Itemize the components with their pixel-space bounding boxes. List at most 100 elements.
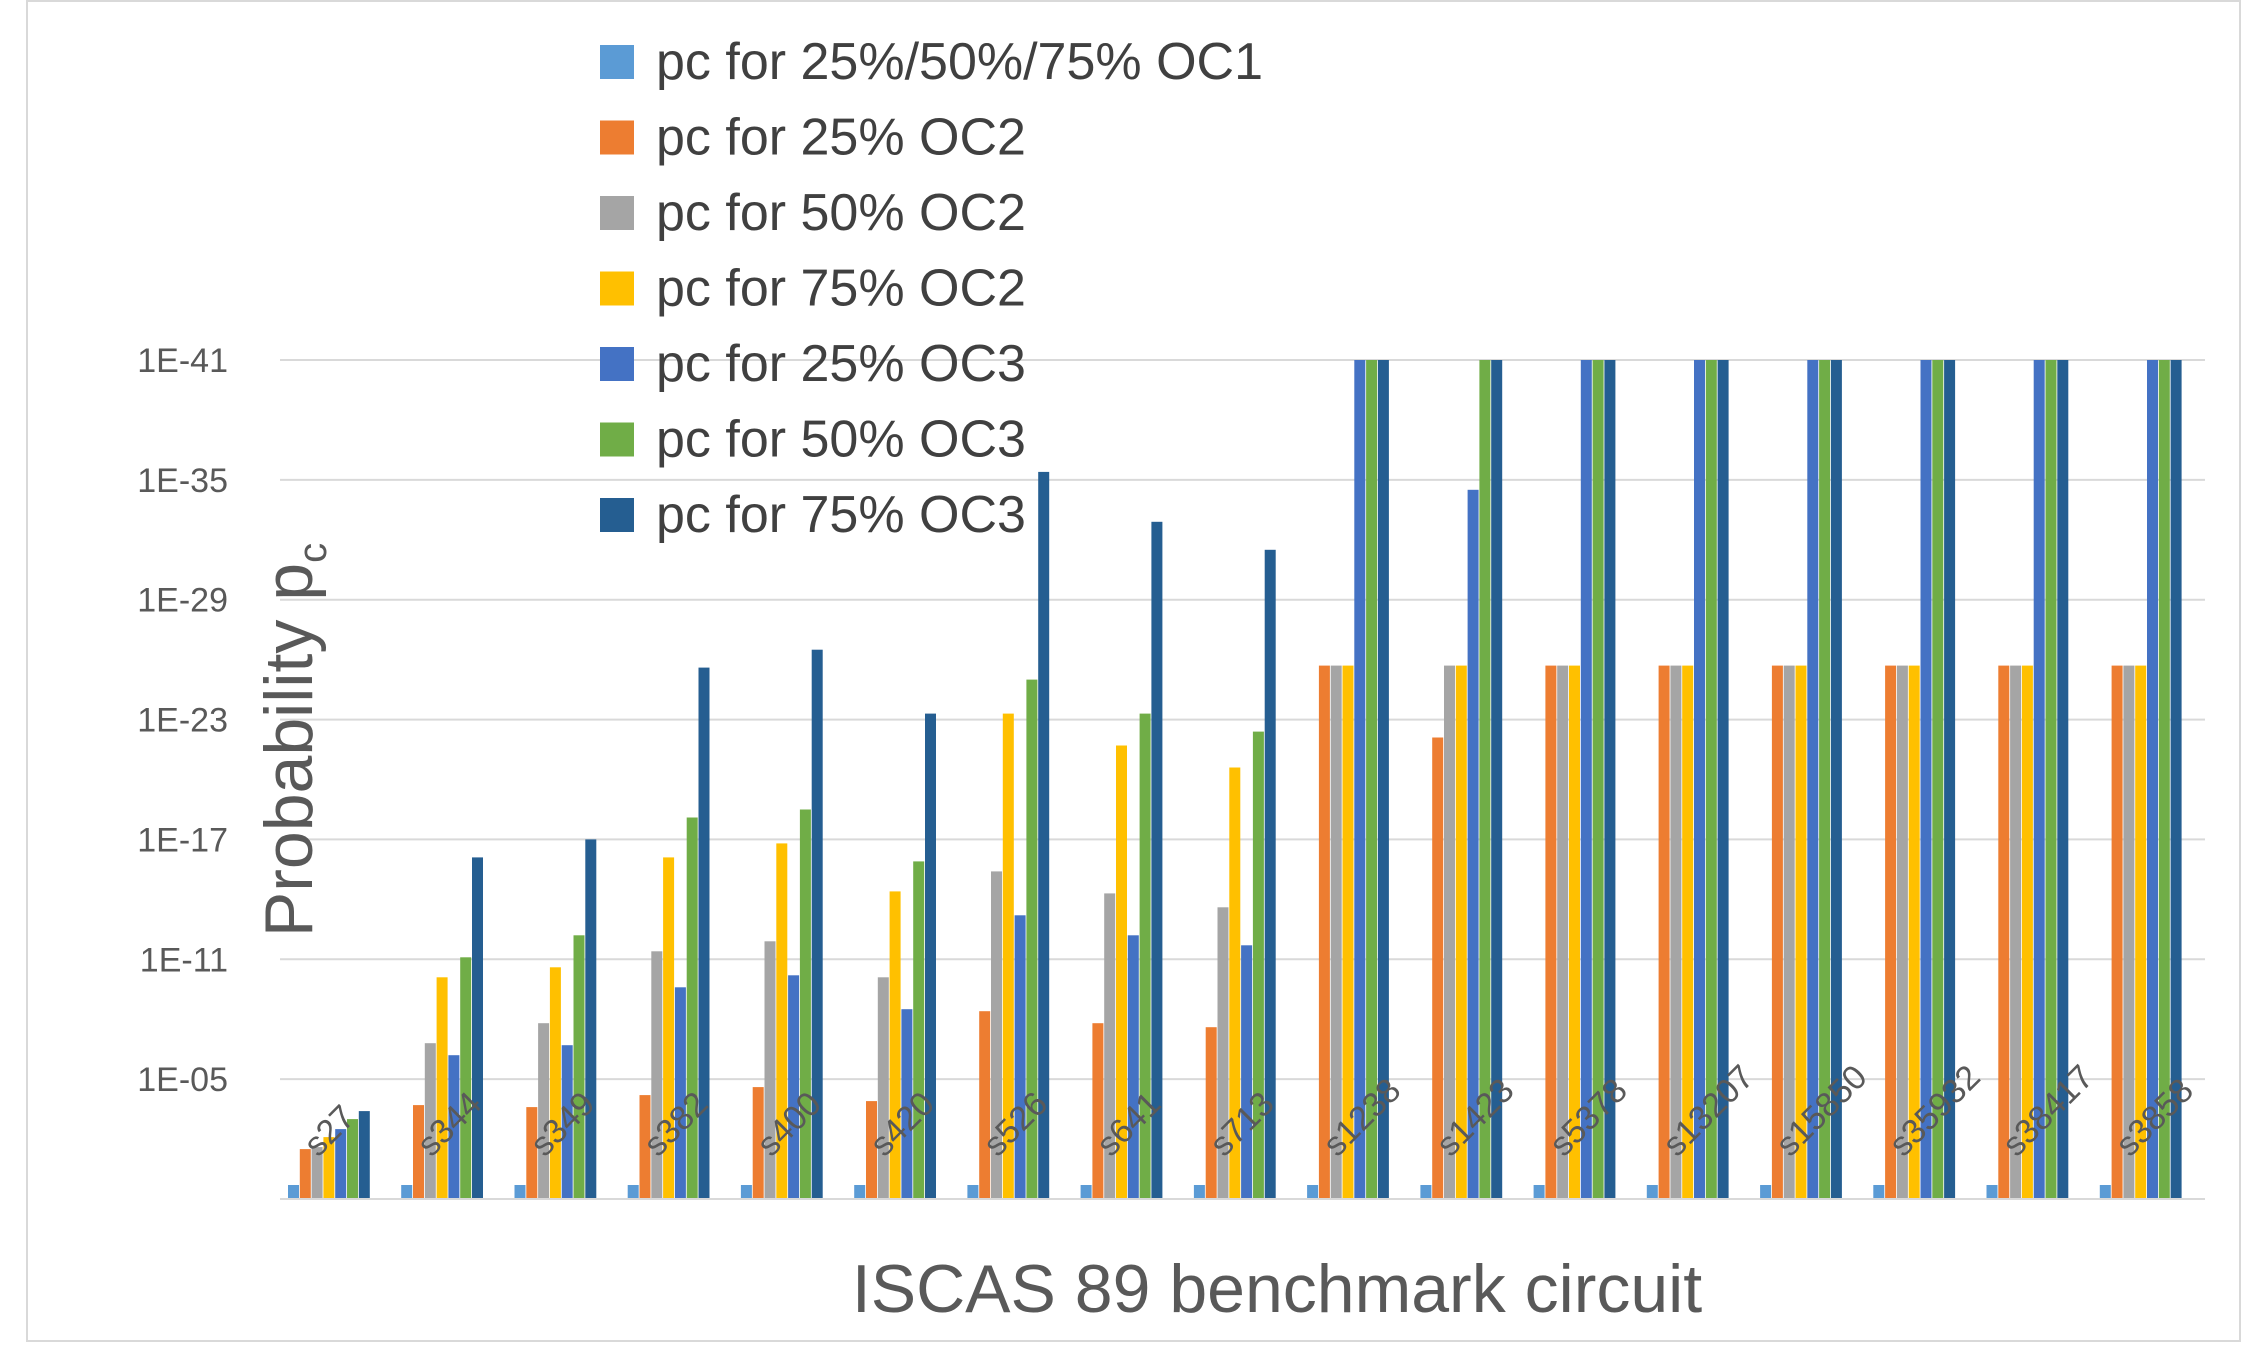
bar-s5378-series-4 — [1569, 665, 1580, 1199]
bar-s349-series-2 — [526, 1107, 538, 1199]
bar-s5378-series-7 — [1604, 360, 1616, 1199]
bar-s38584-series-2 — [2111, 665, 2123, 1199]
bar-s38417-series-1 — [1986, 1185, 1998, 1199]
bar-s349-series-7 — [585, 839, 597, 1199]
legend: pc for 25%/50%/75% OC1 pc for 25% OC2 pc f… — [600, 33, 1263, 544]
bar-s420-series-1 — [854, 1185, 866, 1199]
bar-s13207-series-7 — [1717, 360, 1729, 1199]
legend-label: pc for 25%/50%/75% OC1 — [656, 33, 1263, 91]
y-tick-label: 1E-29 — [137, 582, 228, 620]
legend-swatch — [600, 271, 634, 306]
bar-s526-series-5 — [1014, 915, 1026, 1199]
bar-s13207-series-1 — [1646, 1185, 1658, 1199]
bar-s1238-series-5 — [1354, 360, 1366, 1199]
bar-s382-series-1 — [627, 1185, 639, 1199]
y-tick-label: 1E-23 — [137, 702, 228, 740]
legend-label: pc for 25% OC3 — [656, 335, 1026, 393]
bar-s35932-series-2 — [1885, 665, 1897, 1199]
bar-s38417-series-6 — [2045, 360, 2057, 1199]
bar-s344-series-3 — [424, 1043, 436, 1199]
bar-s15850-series-3 — [1783, 665, 1795, 1199]
bar-s713-series-1 — [1193, 1185, 1205, 1199]
bar-s38417-series-3 — [2010, 665, 2022, 1199]
bar-s38584-series-7 — [2170, 360, 2182, 1199]
legend-swatch — [600, 422, 634, 457]
bar-s713-series-6 — [1252, 731, 1264, 1199]
bar-s15850-series-5 — [1807, 360, 1819, 1199]
bar-s526-series-6 — [1026, 679, 1038, 1199]
bar-s1423-series-6 — [1479, 360, 1491, 1199]
bar-s35932-series-1 — [1873, 1185, 1885, 1199]
bar-s13207-series-5 — [1694, 360, 1705, 1199]
bar-s641-series-6 — [1139, 713, 1151, 1199]
bar-s382-series-3 — [651, 951, 663, 1199]
legend-label: pc for 75% OC3 — [656, 486, 1026, 544]
bar-s526-series-7 — [1038, 471, 1050, 1199]
bar-s1423-series-3 — [1444, 665, 1455, 1199]
legend-label: pc for 25% OC2 — [656, 109, 1026, 167]
bar-s349-series-6 — [573, 935, 585, 1199]
gridlines — [280, 359, 2205, 1081]
bar-s420-series-2 — [866, 1101, 877, 1199]
bar-s382-series-2 — [639, 1095, 651, 1199]
bar-s420-series-4 — [889, 891, 901, 1199]
bar-s344-series-1 — [401, 1185, 413, 1199]
bar-s38417-series-4 — [2021, 665, 2033, 1199]
bar-s15850-series-4 — [1795, 665, 1807, 1199]
bar-s349-series-1 — [514, 1185, 526, 1199]
bar-s526-series-3 — [991, 871, 1002, 1199]
svg-text:Probability pc: Probability pc — [251, 543, 335, 937]
bar-s382-series-5 — [674, 987, 686, 1199]
bar-s13207-series-2 — [1658, 665, 1670, 1199]
bar-s420-series-3 — [877, 977, 889, 1199]
bar-s400-series-1 — [740, 1185, 752, 1199]
bar-s400-series-5 — [788, 975, 800, 1199]
bar-s13207-series-3 — [1670, 665, 1682, 1199]
bar-s1423-series-4 — [1455, 665, 1467, 1199]
bar-s713-series-3 — [1217, 907, 1229, 1199]
bar-s382-series-4 — [663, 857, 675, 1199]
bar-s38417-series-2 — [1998, 665, 2010, 1199]
legend-label: pc for 75% OC2 — [656, 260, 1026, 318]
bar-s641-series-1 — [1080, 1185, 1092, 1199]
bar-s420-series-7 — [925, 713, 936, 1199]
bar-s400-series-7 — [811, 649, 823, 1199]
bar-s35932-series-7 — [1944, 360, 1956, 1199]
legend-swatch — [600, 498, 634, 532]
bar-s27-series-6 — [347, 1119, 358, 1199]
bars — [288, 360, 2182, 1199]
bar-s38584-series-1 — [2099, 1185, 2111, 1199]
bar-s713-series-2 — [1205, 1027, 1217, 1199]
bar-s400-series-2 — [752, 1087, 764, 1199]
y-tick-label: 1E-05 — [137, 1061, 228, 1099]
bar-s5378-series-6 — [1592, 360, 1604, 1199]
x-axis-title: ISCAS 89 benchmark circuit — [852, 1251, 1702, 1327]
bar-s38417-series-5 — [2033, 360, 2045, 1199]
bar-s400-series-4 — [776, 843, 788, 1199]
legend-swatch — [600, 196, 634, 230]
bar-s5378-series-1 — [1533, 1185, 1545, 1199]
bar-s641-series-7 — [1151, 521, 1163, 1199]
legend-swatch — [600, 45, 634, 79]
bar-s713-series-7 — [1264, 549, 1276, 1199]
bar-s1238-series-7 — [1377, 360, 1389, 1199]
bar-s1423-series-7 — [1491, 360, 1503, 1199]
bar-s641-series-4 — [1116, 745, 1127, 1199]
legend-swatch — [600, 120, 634, 155]
bar-s35932-series-4 — [1908, 665, 1920, 1199]
bar-s1238-series-6 — [1366, 360, 1378, 1199]
bar-s400-series-6 — [799, 809, 811, 1199]
bar-s713-series-4 — [1229, 767, 1241, 1199]
bar-s35932-series-3 — [1896, 665, 1908, 1199]
bar-s349-series-3 — [538, 1023, 550, 1199]
y-tick-labels: 1E-05 1E-11 1E-17 1E-23 1E-29 1E-35 1E-41 — [137, 342, 228, 1099]
y-axis-title-main: Probability p — [251, 563, 327, 937]
bar-s13207-series-4 — [1682, 665, 1694, 1199]
bar-s382-series-7 — [698, 667, 710, 1199]
bar-s1423-series-5 — [1467, 489, 1479, 1199]
bar-s382-series-6 — [686, 817, 698, 1199]
bar-s15850-series-6 — [1819, 360, 1831, 1199]
bar-s420-series-5 — [901, 1009, 913, 1199]
bar-s38584-series-6 — [2158, 360, 2170, 1199]
